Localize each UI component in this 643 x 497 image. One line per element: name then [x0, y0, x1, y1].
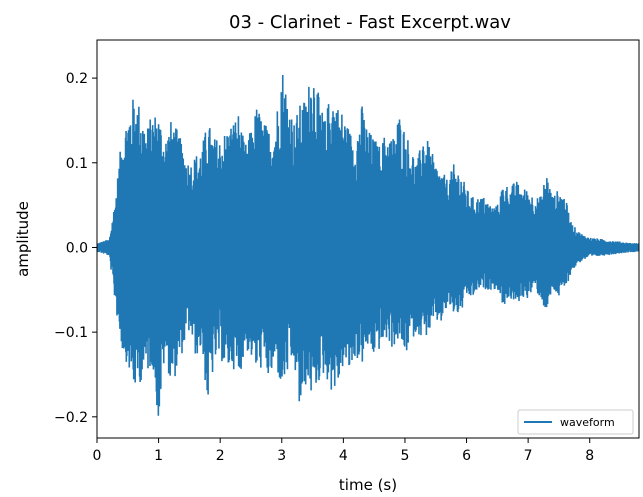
x-tick-label: 5 [400, 448, 409, 464]
waveform-series-line [97, 75, 639, 416]
legend-box [517, 409, 634, 435]
y-axis-label: amplitude [14, 201, 32, 277]
x-tick-label: 2 [216, 448, 225, 464]
chart-title: 03 - Clarinet - Fast Excerpt.wav [229, 12, 511, 33]
x-tick-label: 6 [462, 448, 471, 464]
y-tick-label: 0.0 [66, 240, 88, 256]
y-tick-label: −0.1 [54, 325, 88, 341]
x-axis-ticks: 0 1 2 3 4 5 6 7 8 [93, 438, 594, 464]
x-tick-label: 8 [585, 448, 594, 464]
x-tick-label: 3 [277, 448, 286, 464]
y-axis-ticks: 0.2 0.1 0.0 −0.1 −0.2 [54, 71, 97, 426]
y-tick-label: 0.1 [66, 156, 88, 172]
x-tick-label: 0 [93, 448, 102, 464]
y-tick-label: 0.2 [66, 71, 88, 87]
x-tick-label: 4 [339, 448, 348, 464]
x-tick-label: 7 [524, 448, 533, 464]
x-tick-label: 1 [154, 448, 163, 464]
legend-label-waveform: waveform [560, 416, 615, 429]
x-axis-label: time (s) [339, 476, 397, 494]
plot-frame [96, 39, 640, 439]
y-tick-label: −0.2 [54, 410, 88, 426]
legend: waveform [517, 409, 634, 435]
